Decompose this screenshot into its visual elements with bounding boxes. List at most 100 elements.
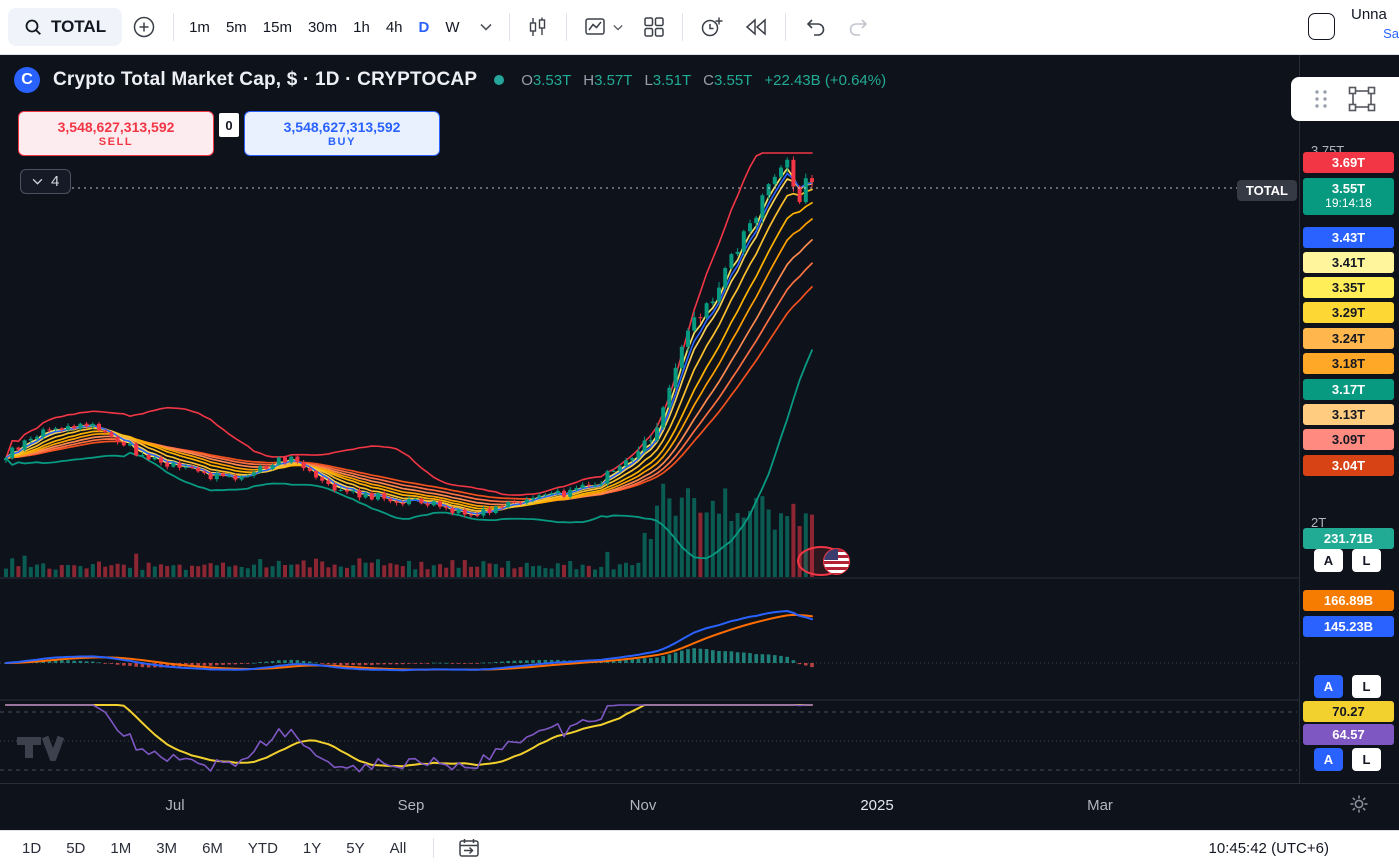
range-YTD[interactable]: YTD — [247, 839, 278, 857]
market-status-dot[interactable] — [494, 75, 505, 85]
bar-replay-button[interactable] — [734, 8, 778, 46]
toolbar-divider — [681, 13, 683, 41]
time-axis-label[interactable]: Sep — [397, 797, 425, 814]
chart-header: C Crypto Total Market Cap, $ · 1D · CRYP… — [14, 67, 886, 93]
range-6M[interactable]: 6M — [202, 839, 223, 857]
toolbar-divider — [173, 13, 175, 41]
chart-title[interactable]: Crypto Total Market Cap, $ · 1D · CRYPTO… — [53, 69, 478, 90]
axis-tick: 2T — [1311, 515, 1327, 530]
toolbar-divider — [565, 13, 567, 41]
range-5D[interactable]: 5D — [66, 839, 86, 857]
symbol-price-tag: TOTAL — [1236, 180, 1297, 201]
l-button[interactable]: L — [1352, 675, 1381, 698]
clock-timezone[interactable]: 10:45:42 (UTC+6) — [1208, 839, 1329, 857]
time-axis[interactable]: Jul Sep Nov 2025 Mar — [0, 783, 1399, 830]
a-button[interactable]: A — [1314, 549, 1343, 572]
time-axis-label[interactable]: Jul — [165, 797, 185, 814]
plus-circle-icon — [133, 16, 155, 38]
bottom-toolbar: 1D 5D 1M 3M 6M YTD 1Y 5Y All 10:45:42 (UTC+6) — [0, 830, 1399, 865]
go-to-date-button[interactable] — [448, 834, 490, 862]
grid-layout-icon — [643, 17, 664, 37]
high-value: 3.57T — [594, 71, 633, 89]
save-layout-icon[interactable] — [1308, 13, 1335, 40]
a-button[interactable]: A — [1314, 675, 1343, 698]
range-All[interactable]: All — [389, 839, 407, 857]
sell-button[interactable]: 3,548,627,313,592 SELL — [18, 111, 214, 156]
timeframe-D[interactable]: D — [418, 18, 430, 36]
toolbar-divider — [784, 13, 786, 41]
pane-controls — [1291, 77, 1399, 121]
top-toolbar: TOTAL 1m 5m 15m 30m 1h 4h D W — [0, 0, 1399, 55]
buy-button[interactable]: 3,548,627,313,592 BUY — [244, 111, 440, 156]
time-axis-label[interactable]: 2025 — [860, 797, 894, 814]
timeframe-5m[interactable]: 5m — [225, 18, 247, 36]
us-flag-icon — [823, 548, 850, 575]
ma-label: 3.43T — [1303, 227, 1394, 248]
toolbar-divider — [508, 13, 510, 41]
time-axis-label[interactable]: Mar — [1087, 797, 1113, 814]
layout-name[interactable]: Unna — [1351, 6, 1387, 23]
save-layout-link[interactable]: Sa — [1383, 26, 1399, 41]
date-range-group: 1D 5D 1M 3M 6M YTD 1Y 5Y All — [22, 840, 431, 857]
timeframe-chevron-down-icon[interactable] — [470, 8, 502, 46]
buy-label: BUY — [327, 136, 357, 148]
alert-clock-plus-icon — [701, 17, 723, 37]
low-label: L — [644, 71, 653, 89]
chevron-down-icon — [612, 24, 623, 31]
redo-button[interactable] — [837, 8, 881, 46]
sell-label: SELL — [98, 136, 134, 148]
ohlc-values: O3.53T H3.57T L3.51T C3.55T +22.43B (+0.… — [521, 72, 886, 89]
indicators-collapse-chip[interactable]: 4 — [20, 169, 72, 194]
ma-label: 3.41T — [1303, 252, 1394, 273]
add-symbol-button[interactable] — [122, 8, 166, 46]
ma-label: 3.04T — [1303, 455, 1394, 476]
event-ring-icon — [797, 546, 850, 576]
multichart-layout-button[interactable] — [633, 8, 675, 46]
indicators-icon — [584, 18, 605, 35]
undo-button[interactable] — [793, 8, 837, 46]
band-high-label: 3.69T — [1303, 152, 1394, 173]
layout-menu[interactable]: Unna Sa — [1351, 6, 1399, 52]
a-button[interactable]: A — [1314, 748, 1343, 771]
calendar-go-to-icon — [459, 839, 480, 857]
change-value: +22.43B (+0.64%) — [764, 71, 887, 89]
range-1D[interactable]: 1D — [22, 839, 42, 857]
l-button[interactable]: L — [1352, 748, 1381, 771]
timeframe-W[interactable]: W — [445, 18, 460, 36]
object-tree-icon[interactable] — [1347, 85, 1377, 113]
open-value: 3.53T — [532, 71, 572, 89]
rsi-label: 64.57 — [1303, 724, 1394, 745]
cryptocap-logo: C — [14, 67, 40, 93]
chart-canvas[interactable] — [0, 55, 1399, 783]
toolbar-divider — [433, 838, 435, 858]
economic-event-marker[interactable] — [797, 546, 850, 576]
high-label: H — [583, 71, 595, 89]
time-axis-label[interactable]: Nov — [629, 797, 657, 814]
axis-settings-gear-icon[interactable] — [1349, 794, 1369, 819]
timeframe-15m[interactable]: 15m — [262, 18, 292, 36]
ma-label: 3.18T — [1303, 353, 1394, 374]
ma-label: 3.17T — [1303, 379, 1394, 400]
create-alert-button[interactable] — [690, 8, 734, 46]
volume-label: 231.71B — [1303, 528, 1394, 549]
indicators-button[interactable] — [574, 8, 633, 46]
range-3M[interactable]: 3M — [156, 839, 178, 857]
timeframe-30m[interactable]: 30m — [307, 18, 338, 36]
range-1Y[interactable]: 1Y — [302, 839, 322, 857]
l-button[interactable]: L — [1352, 549, 1381, 572]
chart-type-candles-button[interactable] — [517, 8, 559, 46]
undo-arrow-icon — [806, 19, 824, 36]
timeframe-1m[interactable]: 1m — [189, 18, 210, 36]
symbol-search-value: TOTAL — [51, 17, 107, 36]
rsi-smooth-label: 70.27 — [1303, 701, 1394, 722]
timeframe-4h[interactable]: 4h — [385, 18, 403, 36]
range-5Y[interactable]: 5Y — [346, 839, 365, 857]
price-scale[interactable]: 3.75T 3.69T 3.55T 19:14:18 3.43T 3.41T 3.35T 3.… — [1299, 55, 1399, 783]
dots-menu-icon[interactable] — [1313, 88, 1329, 110]
timeframe-1h[interactable]: 1h — [353, 18, 370, 36]
symbol-search[interactable]: TOTAL — [8, 8, 123, 46]
chart-area[interactable]: C Crypto Total Market Cap, $ · 1D · CRYP… — [0, 55, 1399, 830]
range-1M[interactable]: 1M — [110, 839, 132, 857]
